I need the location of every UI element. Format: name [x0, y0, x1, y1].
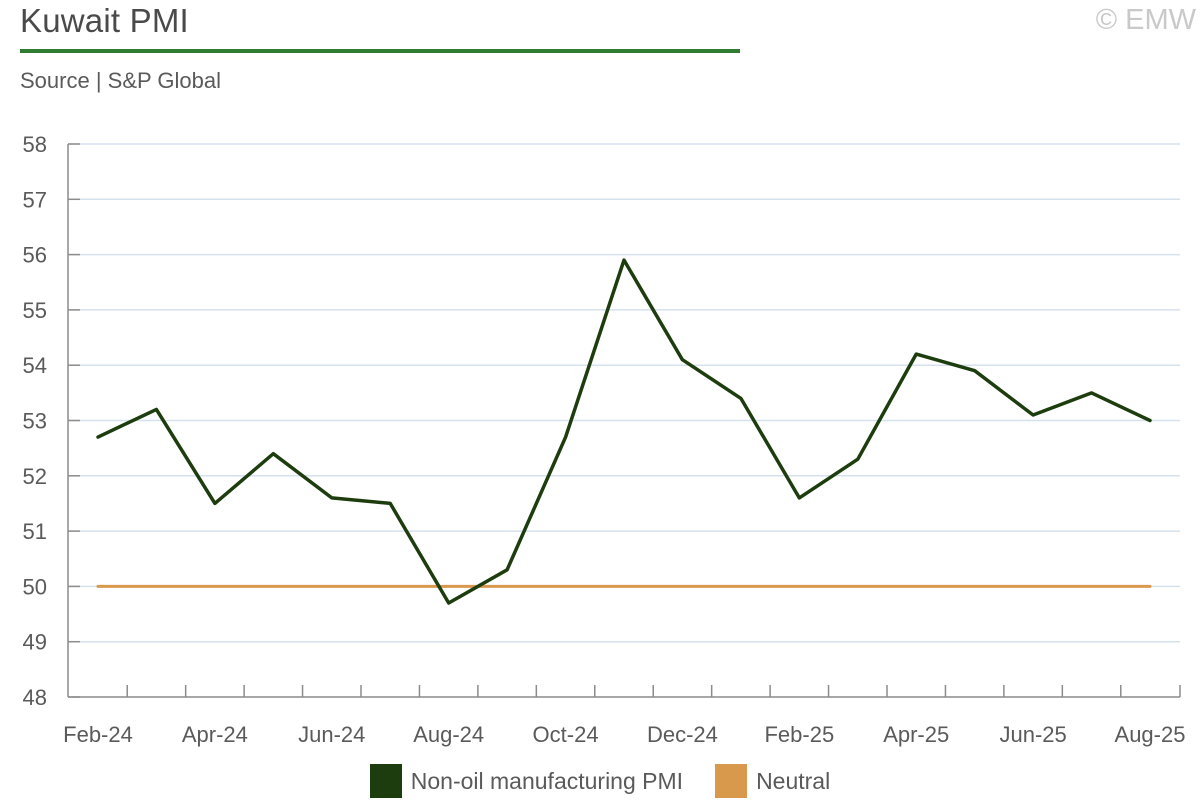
legend-label-neutral: Neutral	[756, 767, 831, 794]
legend-swatch-neutral	[715, 764, 748, 798]
legend-label-pmi: Non-oil manufacturing PMI	[410, 767, 684, 794]
y-tick-label: 49	[23, 630, 47, 655]
x-tick-label: Feb-25	[764, 722, 834, 747]
chart-legend: Non-oil manufacturing PMI Neutral	[0, 764, 1200, 798]
legend-item-neutral: Neutral	[715, 764, 830, 798]
chart-title: Kuwait PMI	[20, 2, 189, 39]
y-tick-label: 53	[23, 409, 47, 434]
x-tick-label: Aug-25	[1115, 722, 1186, 747]
legend-item-pmi: Non-oil manufacturing PMI	[369, 764, 684, 798]
y-tick-label: 50	[23, 574, 47, 599]
x-tick-label: Oct-24	[533, 722, 599, 747]
x-tick-label: Apr-24	[182, 722, 248, 747]
y-tick-label: 58	[23, 132, 47, 157]
x-tick-label: Dec-24	[647, 722, 718, 747]
y-tick-label: 48	[23, 685, 47, 710]
y-tick-label: 57	[23, 187, 47, 212]
x-tick-label: Feb-24	[63, 722, 133, 747]
legend-swatch-pmi	[369, 764, 402, 798]
series-line-pmi	[96, 258, 1152, 605]
x-tick-label: Jun-25	[999, 722, 1066, 747]
y-tick-label: 54	[23, 353, 47, 378]
y-tick-label: 56	[23, 243, 47, 268]
y-tick-label: 52	[23, 464, 47, 489]
x-tick-label: Aug-24	[413, 722, 484, 747]
x-tick-label: Apr-25	[883, 722, 949, 747]
y-tick-label: 55	[23, 298, 47, 323]
x-tick-label: Jun-24	[298, 722, 365, 747]
y-tick-label: 51	[23, 519, 47, 544]
chart-subtitle: Source | S&P Global	[20, 68, 221, 93]
title-underline	[20, 49, 740, 53]
copyright-notice: © EMW	[1095, 4, 1196, 36]
